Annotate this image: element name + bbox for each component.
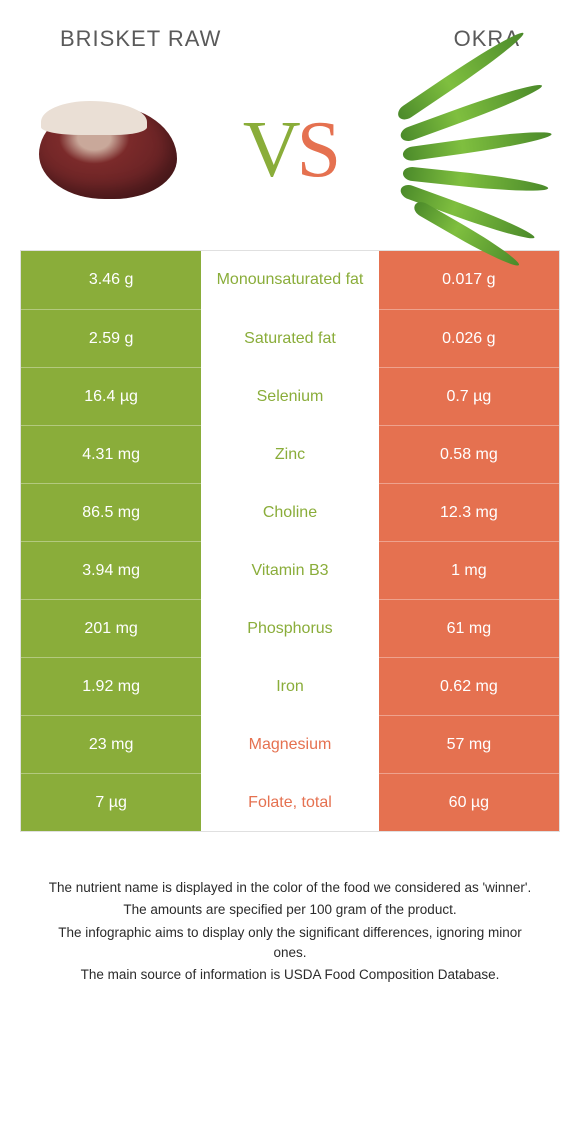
nutrient-name: Folate, total — [201, 773, 379, 831]
nutrient-name: Choline — [201, 483, 379, 541]
vs-s: S — [297, 106, 338, 194]
value-left: 1.92 mg — [21, 657, 201, 715]
value-right: 60 µg — [379, 773, 559, 831]
nutrient-name: Vitamin B3 — [201, 541, 379, 599]
table-row: 3.94 mgVitamin B31 mg — [21, 541, 559, 599]
value-right: 0.017 g — [379, 251, 559, 309]
value-right: 61 mg — [379, 599, 559, 657]
value-right: 0.026 g — [379, 309, 559, 367]
value-left: 16.4 µg — [21, 367, 201, 425]
vs-v: V — [243, 106, 297, 194]
nutrient-name: Saturated fat — [201, 309, 379, 367]
nutrient-name: Selenium — [201, 367, 379, 425]
value-right: 1 mg — [379, 541, 559, 599]
okra-illustration — [385, 80, 560, 220]
value-right: 57 mg — [379, 715, 559, 773]
hero-row: VS — [20, 70, 560, 250]
footer-line: The amounts are specified per 100 gram o… — [46, 900, 534, 920]
footer-line: The nutrient name is displayed in the co… — [46, 878, 534, 898]
table-row: 4.31 mgZinc0.58 mg — [21, 425, 559, 483]
table-row: 23 mgMagnesium57 mg — [21, 715, 559, 773]
footer-line: The main source of information is USDA F… — [46, 965, 534, 985]
value-left: 4.31 mg — [21, 425, 201, 483]
value-right: 12.3 mg — [379, 483, 559, 541]
nutrient-name: Monounsaturated fat — [201, 251, 379, 309]
table-row: 2.59 gSaturated fat0.026 g — [21, 309, 559, 367]
value-left: 2.59 g — [21, 309, 201, 367]
value-left: 86.5 mg — [21, 483, 201, 541]
table-row: 16.4 µgSelenium0.7 µg — [21, 367, 559, 425]
table-row: 7 µgFolate, total60 µg — [21, 773, 559, 831]
value-right: 0.62 mg — [379, 657, 559, 715]
value-left: 3.94 mg — [21, 541, 201, 599]
nutrient-name: Iron — [201, 657, 379, 715]
value-right: 0.58 mg — [379, 425, 559, 483]
footer-line: The infographic aims to display only the… — [46, 923, 534, 964]
value-left: 3.46 g — [21, 251, 201, 309]
value-left: 201 mg — [21, 599, 201, 657]
vs-label: VS — [243, 105, 337, 196]
nutrient-name: Phosphorus — [201, 599, 379, 657]
title-left: Brisket raw — [60, 26, 221, 52]
table-row: 86.5 mgCholine12.3 mg — [21, 483, 559, 541]
value-left: 7 µg — [21, 773, 201, 831]
nutrient-name: Magnesium — [201, 715, 379, 773]
nutrient-table: 3.46 gMonounsaturated fat0.017 g2.59 gSa… — [20, 250, 560, 832]
table-row: 1.92 mgIron0.62 mg — [21, 657, 559, 715]
nutrient-name: Zinc — [201, 425, 379, 483]
value-left: 23 mg — [21, 715, 201, 773]
table-row: 3.46 gMonounsaturated fat0.017 g — [21, 251, 559, 309]
table-row: 201 mgPhosphorus61 mg — [21, 599, 559, 657]
footer-notes: The nutrient name is displayed in the co… — [20, 832, 560, 985]
brisket-illustration — [20, 80, 195, 220]
value-right: 0.7 µg — [379, 367, 559, 425]
